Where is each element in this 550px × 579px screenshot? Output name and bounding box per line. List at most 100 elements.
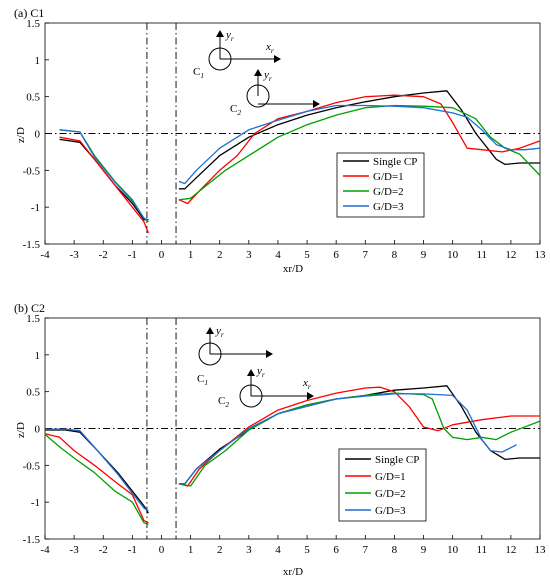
panel-a-xtick-label: -3: [70, 249, 80, 261]
panel-b-xtick-label: -1: [128, 544, 137, 556]
panel-b: (b) C2 z/D xr/D -4 -3 -2 -1 0 1 2 3 4 5 6 7 8 9 10 11 12…: [14, 301, 546, 578]
panel-a-xtick-label: 4: [275, 249, 281, 261]
panel-a-c1-x-arrowhead: [274, 55, 281, 63]
panel-b-xtick-label: -4: [40, 544, 50, 556]
panel-a-c1-y-arrowhead: [216, 30, 224, 37]
panel-b-xtick-label: 11: [476, 544, 487, 556]
panel-a-xtick-label: 7: [363, 249, 369, 261]
panel-b-inset-diagram: yr C1 yr xr C2: [197, 325, 314, 409]
panel-a-xtick-label: 13: [535, 249, 547, 261]
panel-a-xtick-label: 5: [304, 249, 310, 261]
panel-b-series-2-segment-0: [44, 433, 149, 525]
panel-b-xtick-label: 4: [275, 544, 281, 556]
panel-a-legend-label-2: G/D=2: [373, 186, 404, 198]
panel-a-c1-x-label: xr: [265, 41, 274, 55]
panel-b-xtick-label: 3: [246, 544, 252, 556]
panel-a-ytick-label: -1.5: [23, 239, 41, 251]
panel-b-series: [44, 385, 541, 525]
panel-b-xtick-label: 8: [392, 544, 398, 556]
panel-a-ytick-label: -0.5: [23, 165, 41, 177]
panel-b-ylabel: z/D: [15, 422, 27, 438]
panel-b-xtick-label: 0: [159, 544, 165, 556]
panel-b-ytick-label: -0.5: [23, 460, 41, 472]
panel-b-legend-label-1: G/D=1: [375, 471, 406, 483]
panel-a-xtick-label: 11: [476, 249, 487, 261]
panel-b-legend-label-3: G/D=3: [375, 505, 406, 517]
panel-a-legend-label-1: G/D=1: [373, 171, 404, 183]
panel-a-xtick-label: 3: [246, 249, 252, 261]
panel-a-xtick-label: 0: [159, 249, 165, 261]
panel-a-ytick-label: 0.5: [26, 92, 40, 104]
panel-a-ytick-label: -1: [31, 202, 40, 214]
panel-a-reference-lines: [45, 23, 540, 244]
panel-a-ytick-label: 1.5: [26, 18, 40, 30]
panel-b-c2-x-label: xr: [302, 377, 311, 391]
panel-b-ytick-label: 0.5: [26, 387, 40, 399]
panel-b-xtick-label: 5: [304, 544, 310, 556]
panel-b-series-0-segment-1: [178, 385, 540, 485]
panel-b-xlabel: xr/D: [283, 566, 303, 578]
panel-b-xtick-label: 6: [333, 544, 339, 556]
panel-b-ytick-label: -1.5: [23, 534, 41, 546]
panel-a-xtick-label: -2: [99, 249, 108, 261]
panel-b-c1-y-arrowhead: [206, 327, 214, 334]
panel-b-c2-y-label: yr: [256, 365, 265, 379]
panel-b-ytick-label: -1: [31, 497, 40, 509]
panel-a-legend-label-0: Single CP: [373, 156, 417, 168]
panel-b-title: (b) C2: [14, 301, 45, 315]
panel-a-xlabel: xr/D: [283, 263, 303, 275]
panel-b-xtick-label: 13: [535, 544, 547, 556]
panel-a-series-2-segment-1: [178, 104, 541, 201]
panel-a-c1-label: C1: [193, 66, 204, 80]
panel-b-c1-x-arrowhead: [266, 350, 273, 358]
panel-b-ytick-label: 1.5: [26, 313, 40, 325]
panel-a-series-3-segment-1: [178, 104, 541, 185]
panel-b-xtick-label: 12: [505, 544, 516, 556]
panel-a-series-0-segment-0: [59, 138, 149, 221]
panel-b-legend: Single CP G/D=1 G/D=2 G/D=3: [338, 448, 427, 522]
panel-a-c1-y-label: yr: [225, 29, 234, 43]
panel-a-legend-label-3: G/D=3: [373, 201, 404, 213]
panel-b-legend-label-0: Single CP: [375, 454, 419, 466]
panel-a: (a) C1 z/D xr/D -4 -3 -2 -1 0 1 2 3 4 5 6 7 8 9 10 11 12…: [14, 6, 546, 275]
panel-a-xtick-label: 1: [188, 249, 194, 261]
panel-b-legend-box: [338, 448, 427, 522]
panel-b-ytick-label: 0: [35, 424, 41, 436]
panel-b-xtick-label: 10: [447, 544, 459, 556]
panel-a-c2-label: C2: [230, 103, 241, 117]
panel-b-c1-label: C1: [197, 373, 208, 387]
panel-a-ylabel: z/D: [15, 127, 27, 143]
panel-a-inset-diagram: yr xr C1 yr C2: [193, 29, 320, 117]
panel-a-xtick-label: 12: [505, 249, 516, 261]
panel-a-xtick-label: 9: [421, 249, 427, 261]
panel-b-xtick-label: 1: [188, 544, 194, 556]
panel-a-series-1-segment-1: [178, 94, 541, 205]
panel-b-series-0-segment-0: [45, 429, 149, 514]
panel-b-xtick-label: -2: [99, 544, 108, 556]
panel-b-legend-label-2: G/D=2: [375, 488, 406, 500]
panel-a-ytick-label: 1: [35, 55, 41, 67]
panel-b-xtick-label: 7: [363, 544, 369, 556]
panel-b-reference-lines: [45, 318, 540, 539]
panel-a-ytick-label: 0: [35, 129, 41, 141]
panel-a-xtick-label: -4: [40, 249, 50, 261]
panel-a-xtick-label: 6: [333, 249, 339, 261]
panel-b-c1-y-label: yr: [215, 325, 224, 339]
panel-a-series-1-segment-0: [59, 136, 150, 234]
panel-b-c2-x-arrowhead: [307, 392, 314, 400]
panel-b-series-1-segment-0: [44, 433, 149, 524]
panel-a-c2-y-arrowhead: [254, 69, 262, 76]
panel-a-xtick-label: 8: [392, 249, 398, 261]
panel-b-c2-y-arrowhead: [247, 369, 255, 376]
panel-a-series-0-segment-1: [178, 90, 540, 190]
panel-b-xtick-label: 9: [421, 544, 427, 556]
panel-a-series: [59, 90, 541, 234]
panel-b-c2-label: C2: [218, 395, 229, 409]
panel-b-xtick-label: -3: [70, 544, 80, 556]
panel-a-series-3-segment-0: [59, 129, 149, 221]
panel-a-title: (a) C1: [14, 6, 44, 20]
panel-a-xtick-label: 2: [217, 249, 223, 261]
panel-b-ticks: -4 -3 -2 -1 0 1 2 3 4 5 6 7 8 9 10 11 12 13-1.5-1-0.500.5…: [23, 313, 546, 556]
panel-a-c2-x-arrowhead: [313, 100, 320, 108]
